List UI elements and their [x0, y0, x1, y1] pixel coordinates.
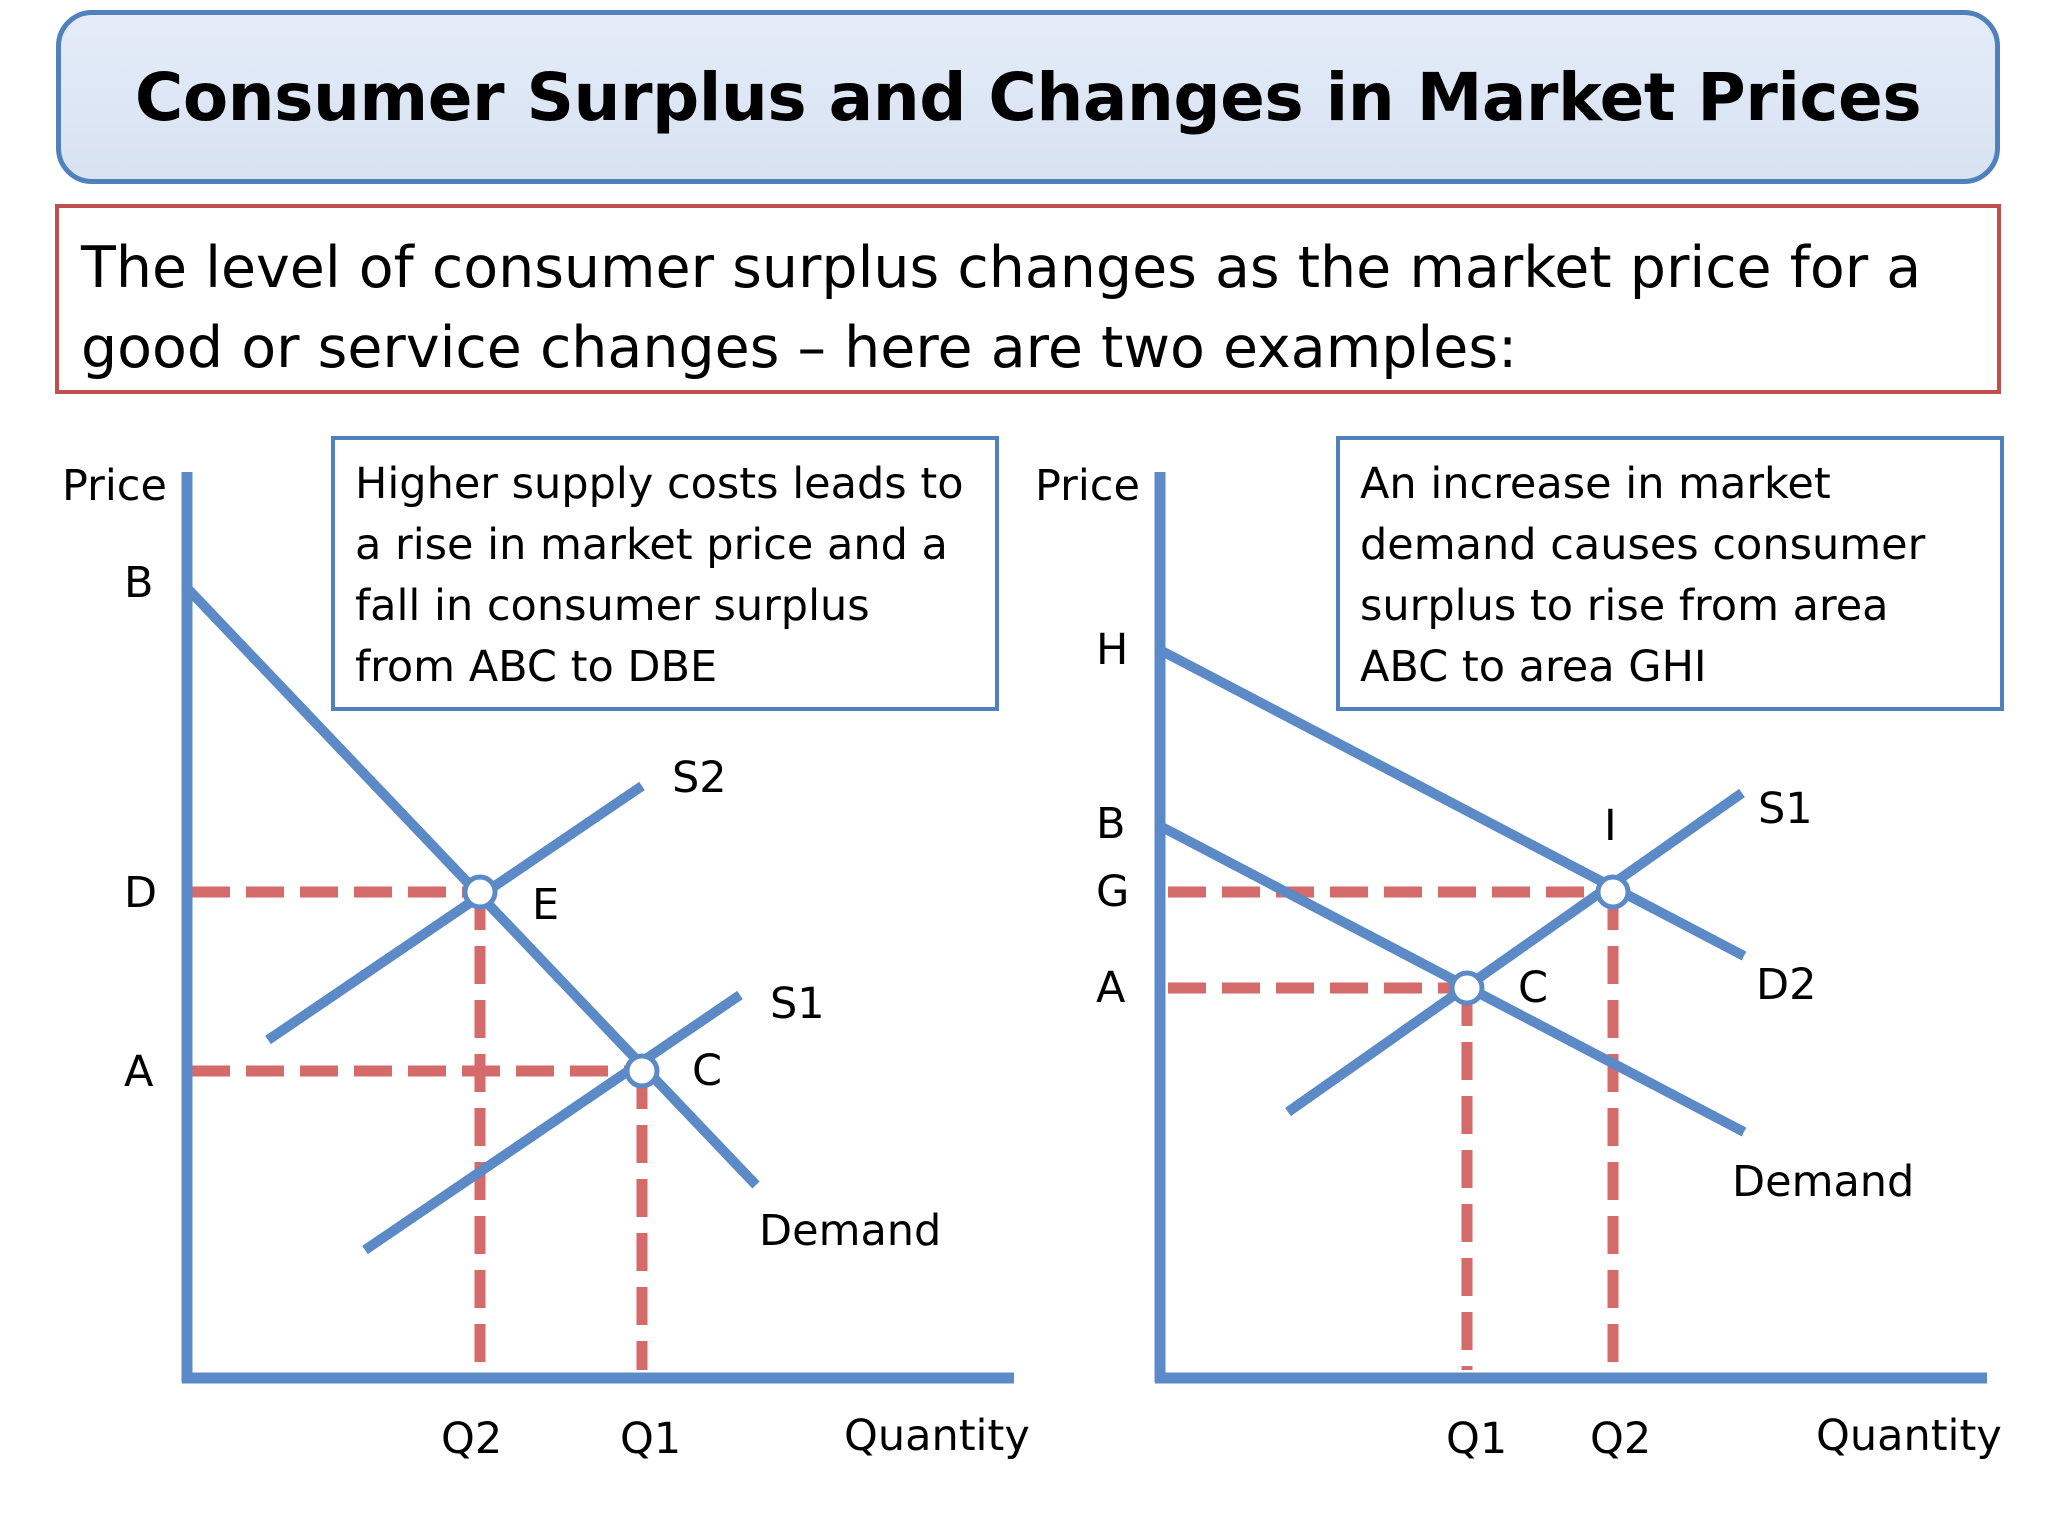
right-label-i: I	[1604, 801, 1617, 851]
right-x-axis-label: Quantity	[1816, 1411, 2002, 1461]
left-label-demand: Demand	[759, 1206, 941, 1256]
right-point-i-marker	[1595, 874, 1631, 910]
left-label-b: B	[124, 558, 154, 608]
right-label-g: G	[1096, 867, 1129, 917]
right-label-a: A	[1096, 963, 1126, 1013]
left-label-e: E	[532, 880, 559, 930]
left-label-s1: S1	[770, 979, 825, 1029]
left-label-c: C	[692, 1046, 722, 1096]
intro-line-1: The level of consumer surplus changes as…	[81, 235, 1922, 301]
right-callout-box: An increase in market demand causes cons…	[1336, 436, 2004, 711]
left-point-c-marker	[624, 1053, 660, 1089]
right-label-h: H	[1096, 625, 1128, 675]
right-label-q1: Q1	[1446, 1414, 1507, 1464]
left-point-e-marker	[462, 874, 498, 910]
left-supply-s2-curve	[265, 781, 645, 1045]
intro-box: The level of consumer surplus changes as…	[55, 204, 2001, 394]
left-label-d: D	[124, 868, 157, 918]
left-label-q1: Q1	[620, 1414, 681, 1464]
right-y-axis-label: Price	[1035, 461, 1140, 511]
left-y-axis-label: Price	[62, 461, 167, 511]
left-x-axis-label: Quantity	[844, 1411, 1030, 1461]
right-label-b: B	[1096, 799, 1126, 849]
left-label-q2: Q2	[441, 1414, 502, 1464]
right-label-s1: S1	[1758, 784, 1813, 834]
right-label-q2: Q2	[1590, 1414, 1651, 1464]
right-label-c: C	[1518, 963, 1548, 1013]
right-callout-text: An increase in market demand causes cons…	[1360, 459, 1926, 692]
intro-text: The level of consumer surplus changes as…	[81, 228, 1975, 388]
intro-line-2: good or service changes – here are two e…	[81, 315, 1518, 381]
left-diagram: Price B D A E C S2 S1 Demand Q2 Q1 Quant…	[62, 461, 1030, 1464]
left-label-a: A	[124, 1047, 154, 1097]
left-label-s2: S2	[672, 753, 727, 803]
title-banner: Consumer Surplus and Changes in Market P…	[56, 10, 2000, 184]
right-label-demand: Demand	[1732, 1157, 1914, 1207]
right-label-d2: D2	[1756, 960, 1816, 1010]
right-diagram: Price H B G A I C S1 D2 Demand Q1 Q2 Qua…	[1035, 461, 2002, 1464]
page-title: Consumer Surplus and Changes in Market P…	[134, 58, 1922, 136]
left-callout-text: Higher supply costs leads to a rise in m…	[355, 459, 964, 692]
right-point-c-marker	[1449, 970, 1485, 1006]
right-demand-d2-curve	[1157, 645, 1747, 961]
left-supply-s1-curve	[362, 990, 743, 1255]
right-supply-s1-curve	[1285, 788, 1745, 1117]
left-callout-box: Higher supply costs leads to a rise in m…	[331, 436, 999, 711]
